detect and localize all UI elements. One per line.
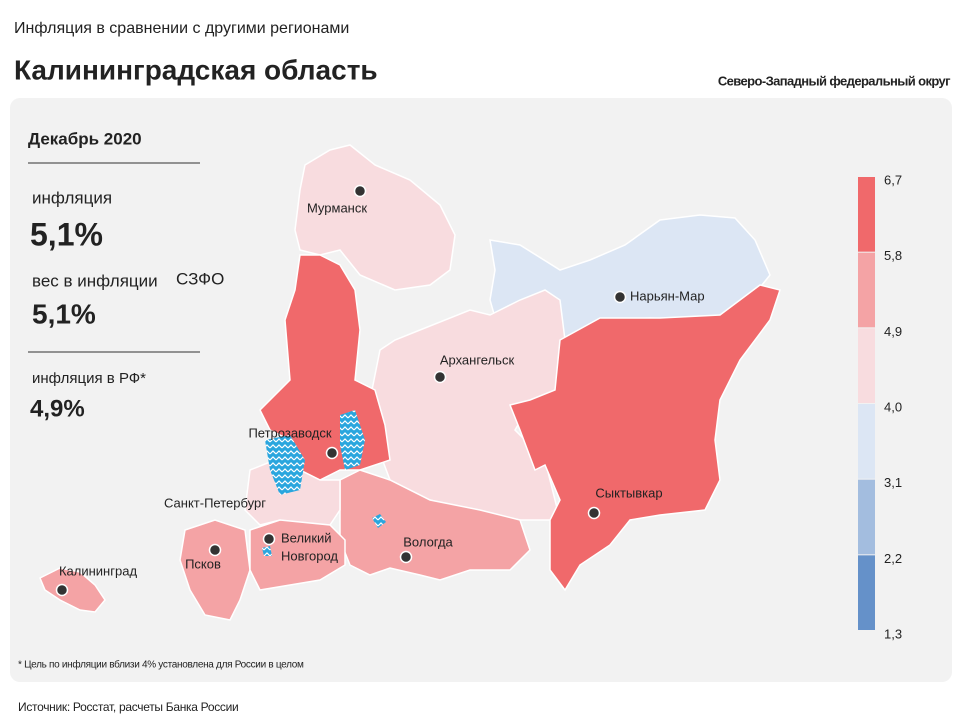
lake (372, 514, 386, 528)
stat-label: инфляция (32, 188, 112, 207)
city-label: Новгород (281, 548, 338, 563)
city-label: Петрозаводск (248, 425, 331, 440)
stat-value: 4,9% (30, 395, 85, 422)
city-dot (433, 370, 447, 384)
city-dot (587, 506, 601, 520)
city-dot (325, 446, 339, 460)
legend-swatch (858, 404, 875, 479)
legend-swatch (858, 328, 875, 403)
stat-value: 5,1% (32, 298, 96, 329)
region (508, 284, 781, 592)
footnote: * Цель по инфляции вблизи 4% установлена… (18, 659, 304, 671)
stat-label: инфляция в РФ* (32, 370, 146, 387)
legend-swatch (858, 252, 875, 328)
city-label: Псков (185, 556, 221, 571)
city-dot (208, 543, 222, 557)
source: Источник: Росстат, расчеты Банка России (18, 700, 238, 714)
stat-label: вес в инфляции (32, 271, 158, 290)
city-label: Архангельск (440, 352, 515, 367)
legend-tick: 6,7 (884, 172, 902, 187)
region (339, 469, 531, 581)
city-dot (399, 550, 413, 564)
lake (265, 435, 305, 495)
city-layer: Мурманск Нарьян-Мар Архангельск Петрозаводс… (55, 184, 705, 597)
legend: 6,7 5,8 4,9 4,0 3,1 2,2 1,3 (858, 172, 902, 641)
city-label: Нарьян-Мар (630, 288, 705, 303)
legend-tick: 1,3 (884, 626, 902, 641)
legend-swatch (858, 479, 875, 555)
legend-tick: 4,9 (884, 324, 902, 339)
stat-label-suffix: СЗФО (176, 269, 224, 288)
period: Декабрь 2020 (28, 129, 142, 148)
legend-tick: 2,2 (884, 551, 902, 566)
city-dot (55, 583, 69, 597)
map (39, 144, 781, 621)
city-label: Мурманск (307, 200, 367, 215)
region (179, 519, 251, 621)
subtitle: Инфляция в сравнении с другими регионами (14, 20, 349, 37)
region (39, 567, 106, 613)
city-label: Калининград (59, 563, 137, 578)
legend-swatch (858, 555, 875, 630)
stat-value: 5,1% (30, 216, 103, 252)
title: Калининградская область (14, 54, 378, 85)
district: Северо-Западный федеральный округ (718, 73, 951, 88)
legend-tick: 4,0 (884, 399, 902, 414)
legend-tick: 3,1 (884, 475, 902, 490)
city-dot (613, 290, 627, 304)
city-label: Великий (281, 530, 332, 545)
region (294, 144, 456, 291)
lake (340, 410, 365, 470)
city-label: Вологда (403, 534, 453, 549)
city-label: Санкт-Петербург (164, 495, 266, 510)
lake (262, 546, 272, 556)
city-label: Сыктывкар (595, 485, 662, 500)
legend-tick: 5,8 (884, 248, 902, 263)
city-dot (262, 532, 276, 546)
legend-swatch (858, 177, 875, 252)
city-dot (353, 184, 367, 198)
